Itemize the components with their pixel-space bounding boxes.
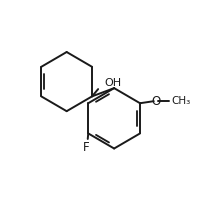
Text: CH₃: CH₃ bbox=[171, 96, 190, 106]
Text: O: O bbox=[152, 95, 161, 108]
Text: F: F bbox=[83, 141, 90, 154]
Text: OH: OH bbox=[104, 78, 121, 88]
